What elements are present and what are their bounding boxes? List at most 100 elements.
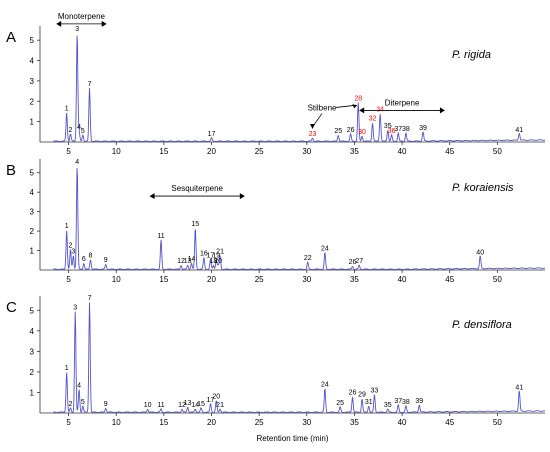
panel-b-x-tick-label: 25 [255, 275, 264, 284]
panel-b-x-tick-label: 15 [159, 275, 168, 284]
peak-label: 21 [216, 248, 224, 255]
panel-c-x-tick-label: 50 [493, 418, 502, 427]
annotation-pointer-head [310, 123, 316, 129]
peak-label: 16 [200, 250, 208, 257]
panel-c-x-tick-label: 5 [66, 418, 71, 427]
annotation-arrow-head-left [359, 107, 365, 114]
annotation-arrow-head-left [56, 20, 62, 27]
panel-a-x-tick-label: 25 [255, 147, 264, 156]
panel-c-x-tick-label: 30 [302, 418, 311, 427]
panel-a-y-tick-label: 2 [30, 97, 35, 106]
peak-label: 36 [388, 128, 396, 135]
panel-a-x-tick-label: 20 [207, 147, 216, 156]
peak-label: 12 [177, 258, 185, 265]
peak-label: 26 [349, 259, 357, 266]
peak-label: 39 [419, 125, 427, 132]
panel-a-y-tick-label: 1 [30, 118, 35, 127]
panel-c-x-tick-label: 35 [350, 418, 359, 427]
peak-label: 41 [515, 127, 523, 134]
peak-label: 28 [354, 95, 362, 102]
panel-b-y-tick-label: 5 [30, 169, 35, 178]
peak-label: 21 [216, 402, 224, 409]
peak-label: 37 [394, 126, 402, 133]
panel-b-y-tick-label: 4 [30, 188, 35, 197]
peak-label: 34 [376, 107, 384, 114]
panel-b-x-tick-label: 40 [398, 275, 407, 284]
peak-label: 7 [88, 81, 92, 88]
peak-label: 11 [157, 402, 164, 409]
peak-label: 17 [208, 131, 216, 138]
panel-c-x-tick-label: 15 [159, 418, 168, 427]
panel-b-species-label: P. koraiensis [452, 182, 514, 194]
peak-label: 14 [188, 256, 196, 263]
x-axis-title: Retention time (min) [256, 434, 328, 443]
panel-b-letter: B [6, 162, 16, 179]
peak-label: 2 [69, 401, 73, 408]
peak-label: 5 [81, 128, 85, 135]
panel-b-x-tick-label: 30 [302, 275, 311, 284]
peak-label: 37 [394, 398, 402, 405]
panel-a-trace [53, 35, 546, 142]
peak-label: 4 [77, 124, 81, 131]
peak-label: 24 [321, 245, 329, 252]
peak-label: 25 [334, 128, 342, 135]
panel-a-x-tick-label: 40 [398, 147, 407, 156]
panel-a-x-tick-label: 5 [66, 147, 71, 156]
peak-label: 17 [207, 252, 215, 259]
peak-label: 22 [304, 255, 312, 262]
peak-label: 9 [104, 257, 108, 264]
peak-label: 30 [358, 129, 366, 136]
panel-c-y-tick-label: 4 [30, 327, 35, 336]
panel-c-y-tick-label: 2 [30, 368, 35, 377]
peak-label: 10 [144, 402, 152, 409]
peak-label: 15 [197, 401, 205, 408]
annotation-label: Sesquiterpene [171, 184, 223, 193]
peak-label: 18 [210, 258, 218, 265]
peak-label: 23 [309, 131, 317, 138]
peak-label: 35 [384, 402, 392, 409]
peak-label: 38 [402, 399, 410, 406]
panel-b-x-tick-label: 20 [207, 275, 216, 284]
peak-label: 25 [336, 400, 344, 407]
peak-label: 15 [191, 221, 199, 228]
peak-label: 7 [88, 295, 92, 302]
panel-b-y-tick-label: 3 [30, 208, 35, 217]
peak-label: 4 [75, 159, 79, 166]
panel-c-y-tick-label: 1 [30, 388, 35, 397]
panel-c-y-tick-label: 5 [30, 306, 35, 315]
peak-label: 2 [69, 127, 73, 134]
panel-c-x-tick-label: 40 [398, 418, 407, 427]
panel-a-x-tick-label: 30 [302, 147, 311, 156]
panel-b-trace [53, 168, 546, 270]
peak-label: 40 [476, 249, 484, 256]
peak-label: 1 [65, 105, 69, 112]
peak-label: 6 [82, 256, 86, 263]
panel-a-species-label: P. rigida [452, 49, 491, 61]
peak-label: 38 [402, 126, 410, 133]
panel-b-y-tick-label: 2 [30, 227, 35, 236]
panel-c-x-tick-label: 25 [255, 418, 264, 427]
peak-label: 9 [104, 401, 108, 408]
annotation-pointer-head [352, 104, 358, 109]
peak-label: 3 [75, 26, 79, 33]
peak-label: 5 [81, 399, 85, 406]
peak-label: 3 [73, 304, 77, 311]
peak-label: 2 [69, 243, 73, 250]
peak-label: 1 [65, 223, 69, 230]
peak-label: 29 [358, 392, 366, 399]
annotation-label: Monoterpene [58, 12, 106, 21]
peak-label: 13 [184, 258, 192, 265]
panel-b-x-tick-label: 35 [350, 275, 359, 284]
peak-label: 31 [365, 399, 373, 406]
peak-label: 11 [157, 233, 164, 240]
panel-c-x-tick-label: 20 [207, 418, 216, 427]
annotation-label: Diterpene [385, 98, 420, 107]
peak-label: 26 [347, 127, 355, 134]
peak-label: 20 [212, 394, 220, 401]
panel-c-trace [53, 302, 546, 413]
peak-label: 1 [65, 365, 69, 372]
peak-label: 35 [384, 123, 392, 130]
panel-a-x-tick-label: 15 [159, 147, 168, 156]
